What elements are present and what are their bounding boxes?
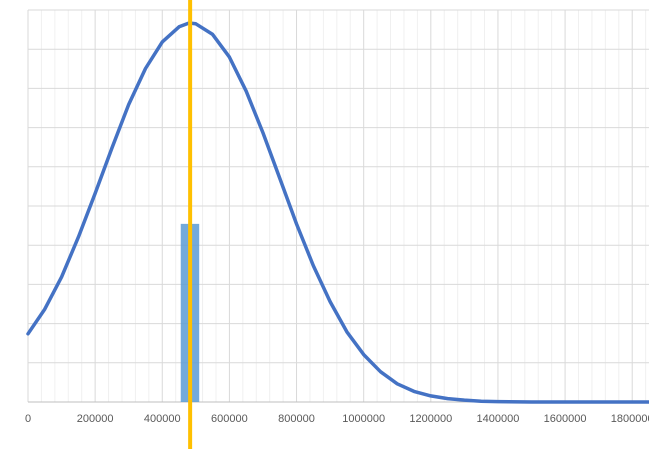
x-tick-label: 1200000	[409, 413, 452, 425]
x-tick-label: 0	[25, 413, 31, 425]
x-tick-label: 1000000	[342, 413, 385, 425]
major-grid	[27, 9, 649, 402]
curve-layer	[26, 21, 649, 404]
distribution-curve	[26, 21, 649, 404]
x-tick-label: 1800000	[611, 413, 649, 425]
x-tick-label: 600000	[211, 413, 248, 425]
x-tick-label: 800000	[278, 413, 315, 425]
tick-layer: 0 200000 400000 600000 800000 1000000 1200000 1…	[25, 413, 649, 425]
x-tick-label: 400000	[144, 413, 181, 425]
x-tick-label: 1600000	[544, 413, 587, 425]
x-tick-label: 1400000	[477, 413, 520, 425]
x-tick-label: 200000	[77, 413, 114, 425]
